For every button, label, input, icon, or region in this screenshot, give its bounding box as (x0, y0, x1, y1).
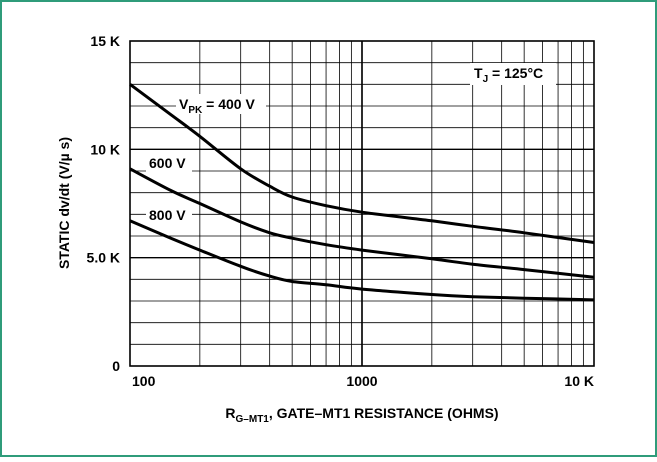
tick-labels: 100 1000 10 K 0 5.0 K 10 K 15 K (87, 33, 594, 389)
series-line-600v (129, 167, 595, 279)
series-layer (129, 83, 595, 302)
x-tick-label: 10 K (564, 373, 594, 389)
series-label-800: 800 V (149, 207, 186, 223)
x-axis-label: RG–MT1, GATE–MT1 RESISTANCE (OHMS) (225, 405, 498, 425)
annotation-base: T (474, 65, 483, 81)
series-label-400-bg (176, 94, 266, 114)
plot-area-border (129, 40, 595, 367)
series-label-600: 600 V (149, 155, 186, 171)
y-tick-label: 10 K (90, 141, 120, 157)
grid (130, 41, 594, 366)
annotation-rest: = 125°C (488, 65, 543, 81)
x-axis-label-prefix: R (225, 405, 235, 421)
series-label-400: VPK = 400 V (179, 96, 255, 116)
annotation-bg (470, 63, 556, 85)
y-tick-label: 0 (112, 358, 120, 374)
y-tick-label: 15 K (90, 33, 120, 49)
series-label-600-bg (146, 153, 192, 173)
series-label-400-prefix: V (179, 96, 189, 112)
annotation-sub: J (483, 74, 489, 85)
x-tick-label: 1000 (346, 373, 377, 389)
series-label-800-bg (146, 205, 192, 225)
series-label-400-sub: PK (188, 105, 203, 116)
series-line-800v (129, 219, 595, 302)
y-axis-label: STATIC dv/dt (V/µ s) (56, 137, 72, 269)
temperature-annotation: TJ = 125°C (474, 65, 543, 85)
y-tick-label: 5.0 K (87, 250, 120, 266)
series-line-400v (129, 83, 595, 244)
series-label-400-rest: = 400 V (202, 96, 255, 112)
x-tick-label: 100 (132, 373, 156, 389)
x-axis-label-rest: , GATE–MT1 RESISTANCE (OHMS) (269, 405, 499, 421)
x-axis-label-subscript: G–MT1 (236, 414, 270, 425)
